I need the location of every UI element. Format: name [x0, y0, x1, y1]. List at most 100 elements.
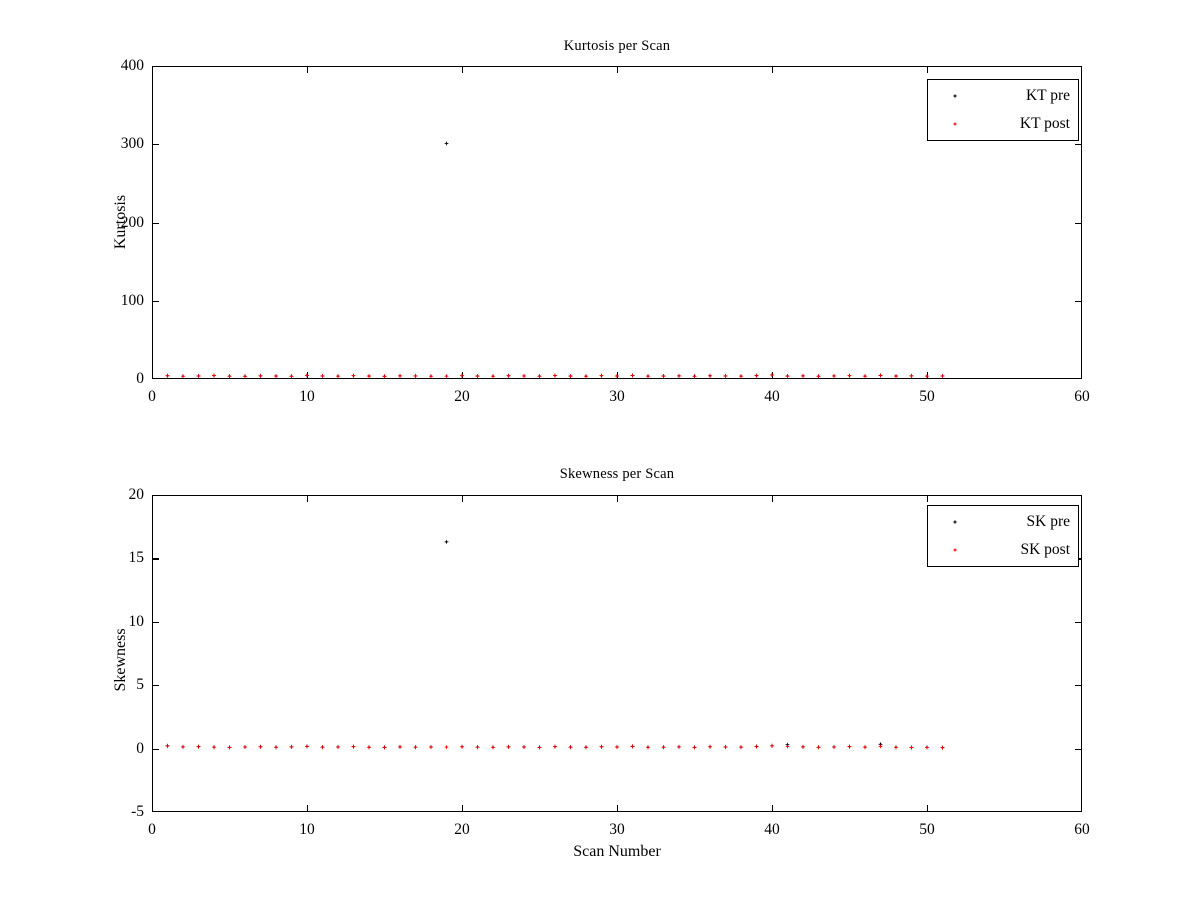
y-tick-label: 0	[136, 370, 144, 387]
data-point-post	[180, 373, 186, 379]
data-point-post	[692, 373, 697, 379]
legend-label-sk-post: SK post	[1020, 541, 1070, 558]
data-point-post	[847, 744, 852, 750]
data-point-post	[335, 373, 341, 379]
data-point-post	[397, 373, 403, 379]
data-point-post	[351, 373, 356, 379]
data-point-post	[723, 744, 728, 750]
data-point-post	[831, 744, 837, 750]
y-tick-mark	[1075, 621, 1082, 623]
x-tick-label: 30	[609, 821, 625, 838]
data-point-post	[413, 744, 418, 750]
x-tick-label: 20	[454, 388, 470, 405]
y-tick-label: 20	[128, 486, 145, 503]
y-tick-mark	[152, 144, 159, 146]
data-point-post	[320, 373, 325, 379]
x-tick-label: 40	[764, 388, 780, 405]
data-point-post	[459, 744, 465, 750]
data-point-post	[320, 744, 325, 750]
skewness-x-axis-label: Scan Number	[573, 843, 661, 860]
y-tick-mark	[1075, 144, 1082, 146]
data-point-post	[366, 373, 372, 379]
x-tick-mark	[927, 805, 929, 812]
data-point-post	[599, 373, 604, 379]
x-tick-mark	[617, 66, 619, 73]
data-point-post	[707, 744, 713, 750]
y-tick-mark	[152, 300, 159, 302]
data-point-post	[335, 744, 341, 750]
y-tick-mark	[1075, 685, 1082, 687]
x-tick-label: 60	[1074, 821, 1090, 838]
data-point-post	[754, 373, 759, 379]
y-tick-mark	[152, 748, 159, 750]
x-tick-mark	[617, 495, 619, 502]
data-point-post	[630, 373, 635, 379]
data-point-post	[831, 373, 837, 379]
kurtosis-title: Kurtosis per Scan	[563, 38, 671, 54]
data-point-post	[924, 373, 930, 379]
data-point-post	[242, 373, 248, 379]
data-point-post	[459, 373, 465, 379]
legend-label-kt-pre: KT pre	[1025, 87, 1070, 104]
skewness-legend: SK pre SK post	[927, 505, 1079, 567]
data-point-post	[785, 744, 790, 750]
data-point-post	[428, 744, 434, 750]
data-point-post	[227, 744, 232, 750]
data-point-post	[521, 744, 527, 750]
data-point-post	[413, 373, 418, 379]
y-tick-mark	[152, 222, 159, 224]
x-tick-mark	[462, 495, 464, 502]
x-tick-label: 30	[609, 388, 625, 405]
data-point-post	[165, 743, 170, 749]
y-tick-mark	[1075, 222, 1082, 224]
data-point-post	[862, 744, 868, 750]
skewness-title: Skewness per Scan	[559, 466, 675, 482]
data-point-post	[273, 373, 279, 379]
data-point-post	[289, 373, 294, 379]
data-point-post	[630, 743, 635, 749]
data-point-post	[242, 744, 248, 750]
y-tick-label: 300	[120, 135, 144, 153]
data-point-post	[909, 745, 914, 751]
sk-post-marker-icon	[952, 547, 958, 553]
y-tick-mark	[152, 685, 159, 687]
data-point-post	[382, 744, 387, 750]
x-tick-label: 10	[299, 821, 315, 838]
data-point-post	[940, 373, 945, 379]
data-point-post	[258, 373, 263, 379]
data-point-post	[382, 373, 387, 379]
data-point-post	[738, 744, 744, 750]
data-point-post	[196, 373, 201, 379]
x-tick-mark	[462, 805, 464, 812]
x-tick-mark	[927, 66, 929, 73]
data-point-post	[645, 744, 651, 750]
data-point-post	[273, 744, 279, 750]
data-point-post	[211, 373, 217, 379]
data-point-post	[707, 373, 713, 379]
legend-row-kt-pre: KT pre	[928, 82, 1078, 110]
x-tick-label: 60	[1074, 388, 1090, 405]
data-point-post	[676, 744, 682, 750]
y-tick-label: 5	[136, 676, 144, 694]
x-tick-mark	[307, 495, 309, 502]
data-point-post	[304, 743, 310, 749]
y-tick-mark	[152, 621, 159, 623]
data-point-post	[800, 744, 806, 750]
data-point-post	[211, 744, 217, 750]
x-tick-label: 40	[764, 821, 780, 838]
data-point-post	[599, 744, 604, 750]
data-point-post	[490, 373, 496, 379]
x-tick-mark	[307, 805, 309, 812]
data-point-post	[645, 373, 651, 379]
x-tick-mark	[772, 495, 774, 502]
data-point-post	[537, 744, 542, 750]
sk-pre-marker-icon	[952, 519, 958, 525]
data-point-post	[769, 743, 775, 749]
data-point-post	[692, 744, 697, 750]
data-point-post	[227, 373, 232, 379]
data-point-post	[506, 373, 511, 379]
legend-row-sk-post: SK post	[928, 536, 1078, 564]
data-point-post	[304, 372, 310, 378]
y-tick-label: 400	[120, 57, 144, 74]
